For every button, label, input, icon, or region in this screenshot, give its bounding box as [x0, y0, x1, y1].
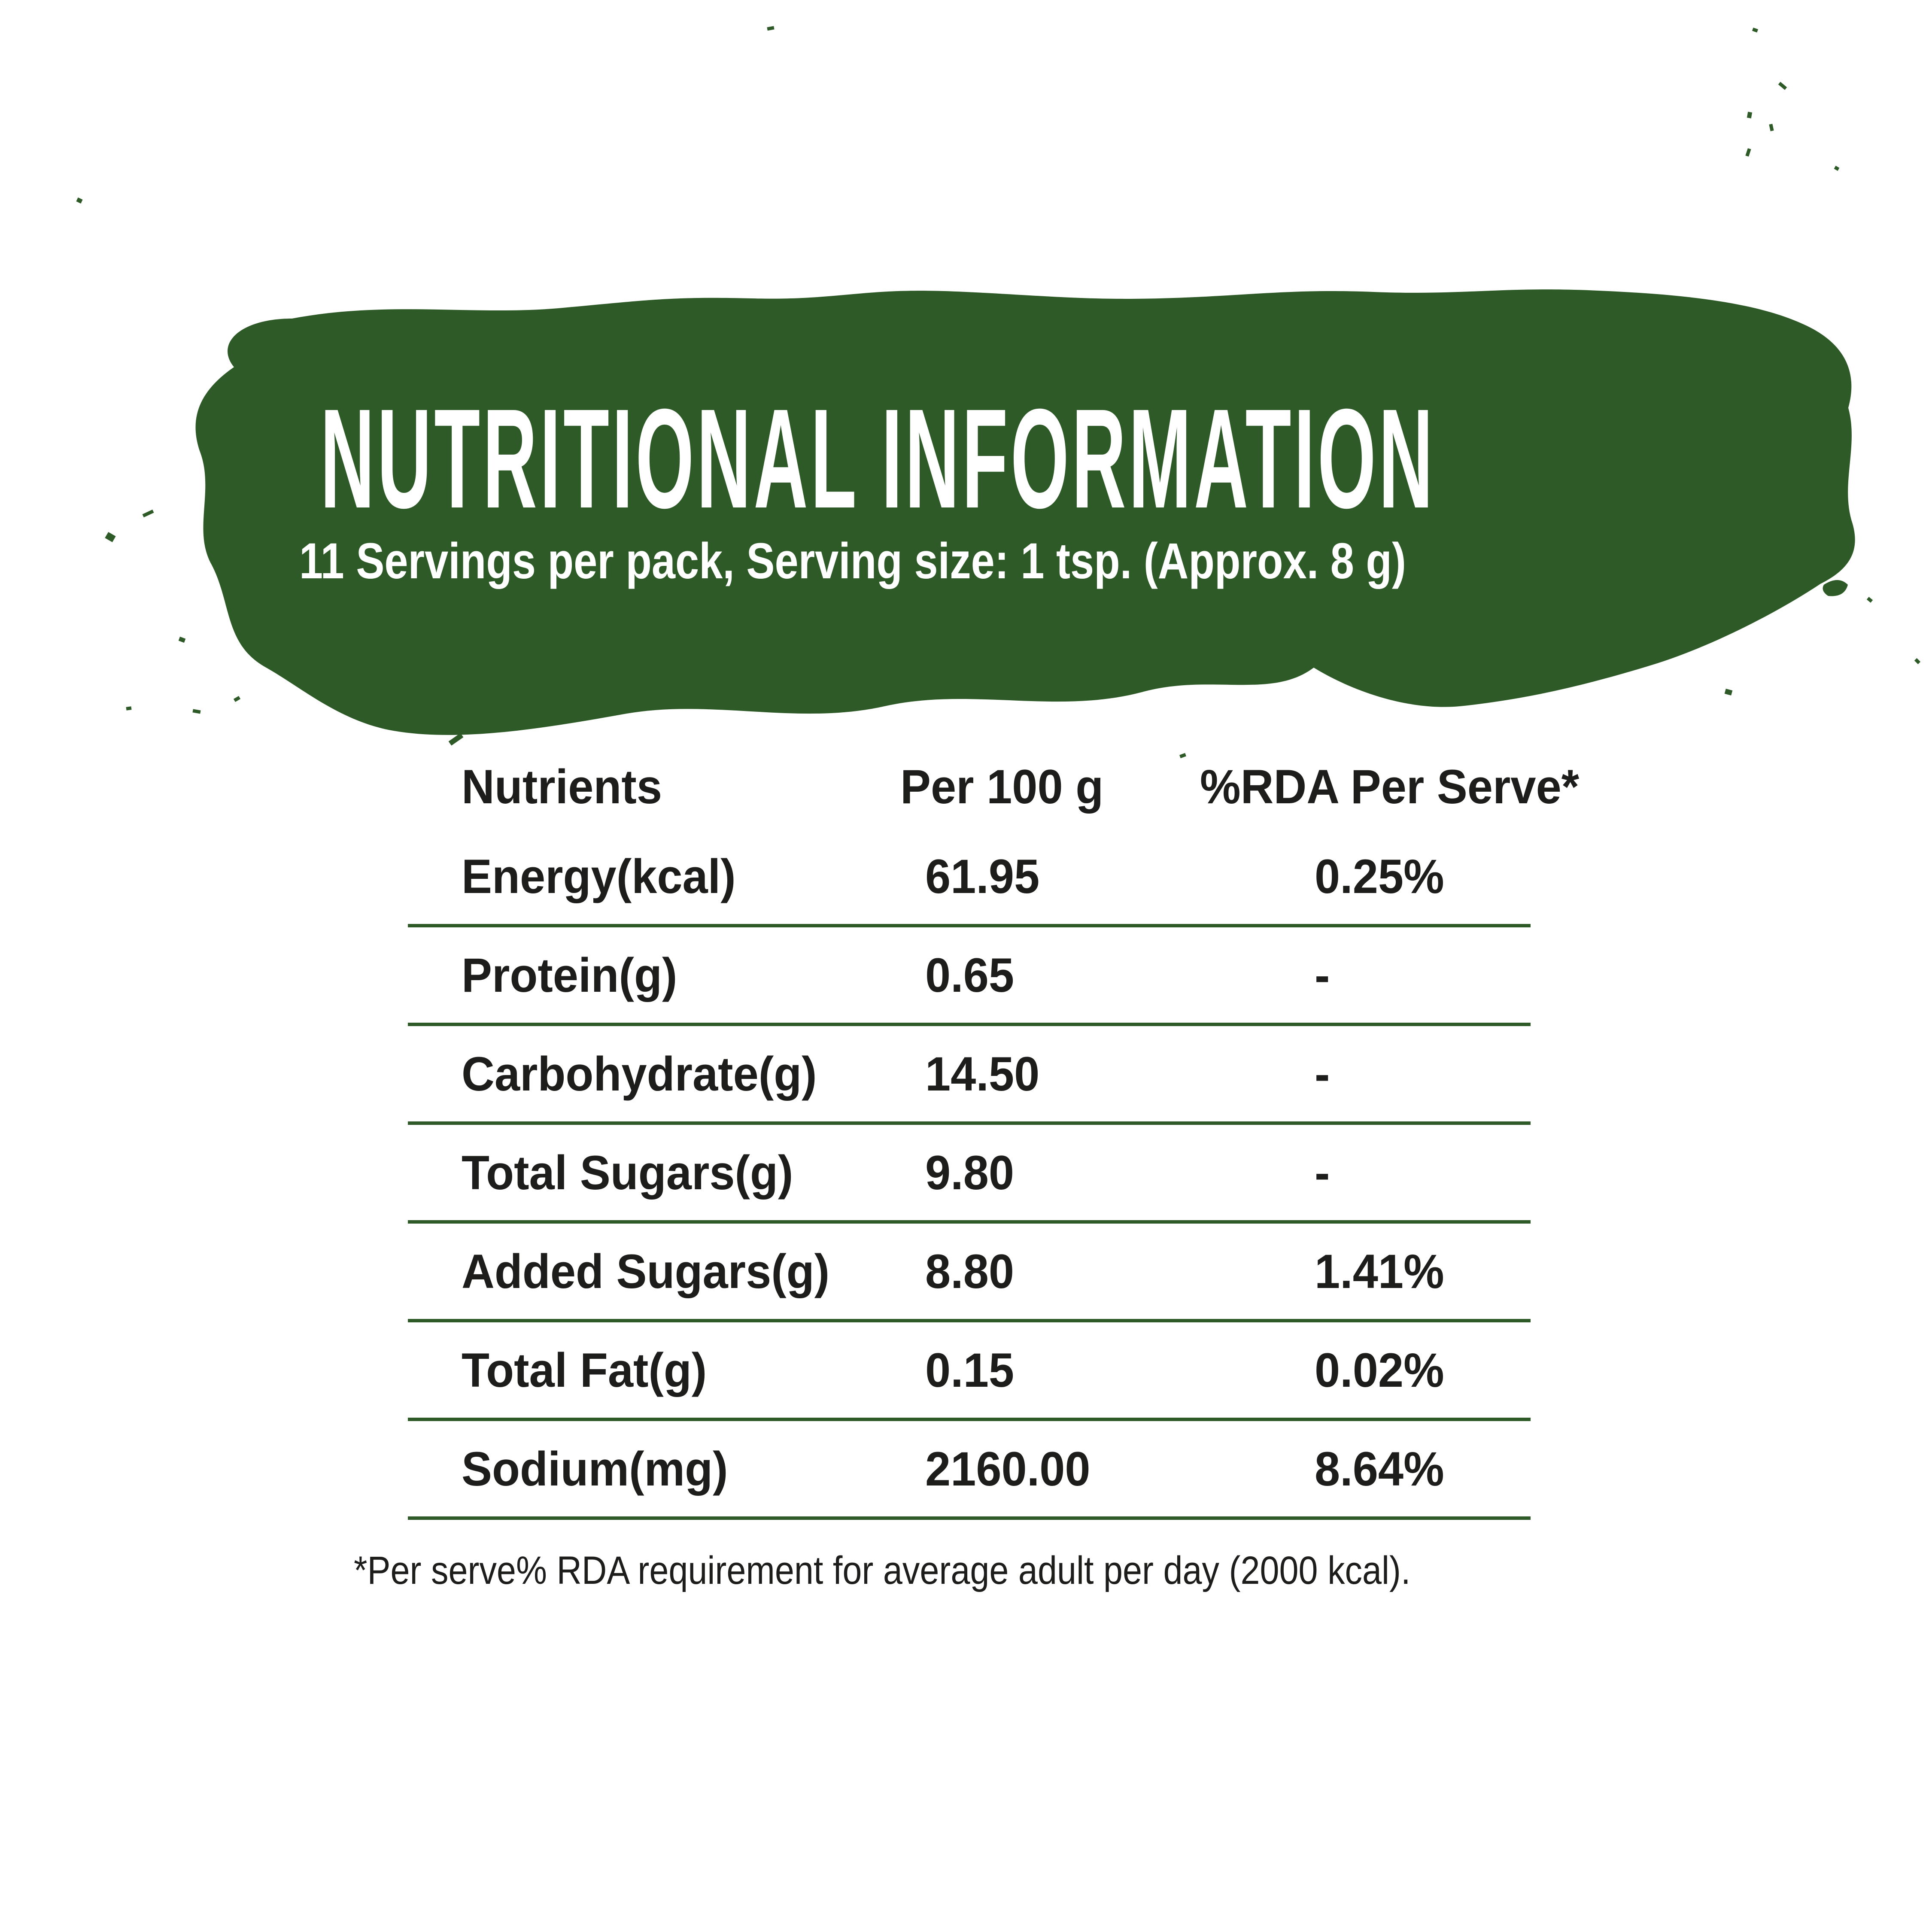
paint-speck	[1752, 27, 1759, 33]
per-100g-cell: 0.15	[925, 1343, 1015, 1397]
rda-per-serve-cell: -	[1315, 948, 1330, 1002]
page-title: NUTRITIONAL INFORMATION	[320, 379, 1436, 538]
paint-speck	[178, 636, 186, 643]
paint-speck	[126, 706, 132, 711]
nutrient-name-cell: Carbohydrate(g)	[462, 1047, 817, 1101]
rda-per-serve-cell: -	[1315, 1145, 1330, 1200]
per-100g-cell: 61.95	[925, 849, 1040, 903]
table-row-protein: Protein(g) 0.65 -	[408, 927, 1531, 1026]
table-row-total-fat: Total Fat(g) 0.15 0.02%	[408, 1322, 1531, 1421]
per-100g-cell: 9.80	[925, 1145, 1015, 1200]
per-100g-cell: 14.50	[925, 1047, 1040, 1101]
paint-speck	[1769, 124, 1774, 131]
per-100g-cell: 8.80	[925, 1244, 1015, 1298]
paint-speck	[76, 197, 83, 204]
nutrient-name-cell: Total Fat(g)	[462, 1343, 707, 1397]
paint-speck	[1834, 166, 1840, 171]
paint-speck	[233, 696, 241, 702]
rda-per-serve-cell: -	[1315, 1047, 1330, 1101]
table-row-carbohydrate: Carbohydrate(g) 14.50 -	[408, 1026, 1531, 1125]
paint-speck	[1778, 82, 1787, 90]
table-row-total-sugars: Total Sugars(g) 9.80 -	[408, 1125, 1531, 1224]
nutrient-name-cell: Sodium(mg)	[462, 1442, 728, 1496]
per-100g-cell: 2160.00	[925, 1442, 1091, 1496]
paint-speck	[1914, 658, 1921, 665]
paint-speck	[192, 709, 201, 714]
nutrition-table: Nutrients Per 100 g %RDA Per Serve* Ener…	[408, 745, 1579, 1520]
paint-speck	[1866, 597, 1873, 603]
rda-footnote: *Per serve% RDA requirement for average …	[354, 1549, 1411, 1592]
rda-per-serve-cell: 1.41%	[1315, 1244, 1444, 1298]
per-100g-cell: 0.65	[925, 948, 1015, 1002]
column-header-nutrients: Nutrients	[462, 760, 662, 814]
paint-speck	[105, 532, 116, 542]
table-header-row: Nutrients Per 100 g %RDA Per Serve*	[408, 745, 1579, 829]
column-header-rda-per-serve: %RDA Per Serve*	[1200, 760, 1580, 814]
paint-speck	[142, 509, 154, 518]
nutrient-name-cell: Protein(g)	[462, 948, 677, 1002]
serving-info: 11 Servings per pack, Serving size: 1 ts…	[299, 533, 1406, 589]
paint-speck	[767, 26, 775, 31]
paint-speck	[1724, 689, 1733, 696]
paint-speck	[256, 618, 266, 624]
rda-per-serve-cell: 8.64%	[1315, 1442, 1444, 1496]
table-row-sodium: Sodium(mg) 2160.00 8.64%	[408, 1421, 1531, 1520]
table-row-energy: Energy(kcal) 61.95 0.25%	[408, 829, 1531, 927]
table-row-added-sugars: Added Sugars(g) 8.80 1.41%	[408, 1224, 1531, 1322]
paint-speck	[448, 733, 464, 746]
nutrient-name-cell: Total Sugars(g)	[462, 1145, 793, 1200]
paint-splash	[1823, 580, 1848, 596]
paint-speck	[1747, 112, 1753, 118]
nutrient-name-cell: Energy(kcal)	[462, 849, 736, 903]
rda-per-serve-cell: 0.25%	[1315, 849, 1444, 903]
paint-speck	[1745, 148, 1751, 157]
paint-speck	[237, 552, 244, 557]
paint-speck	[353, 697, 366, 707]
column-header-per-100g: Per 100 g	[900, 760, 1104, 814]
rda-per-serve-cell: 0.02%	[1315, 1343, 1444, 1397]
nutrient-name-cell: Added Sugars(g)	[462, 1244, 830, 1298]
